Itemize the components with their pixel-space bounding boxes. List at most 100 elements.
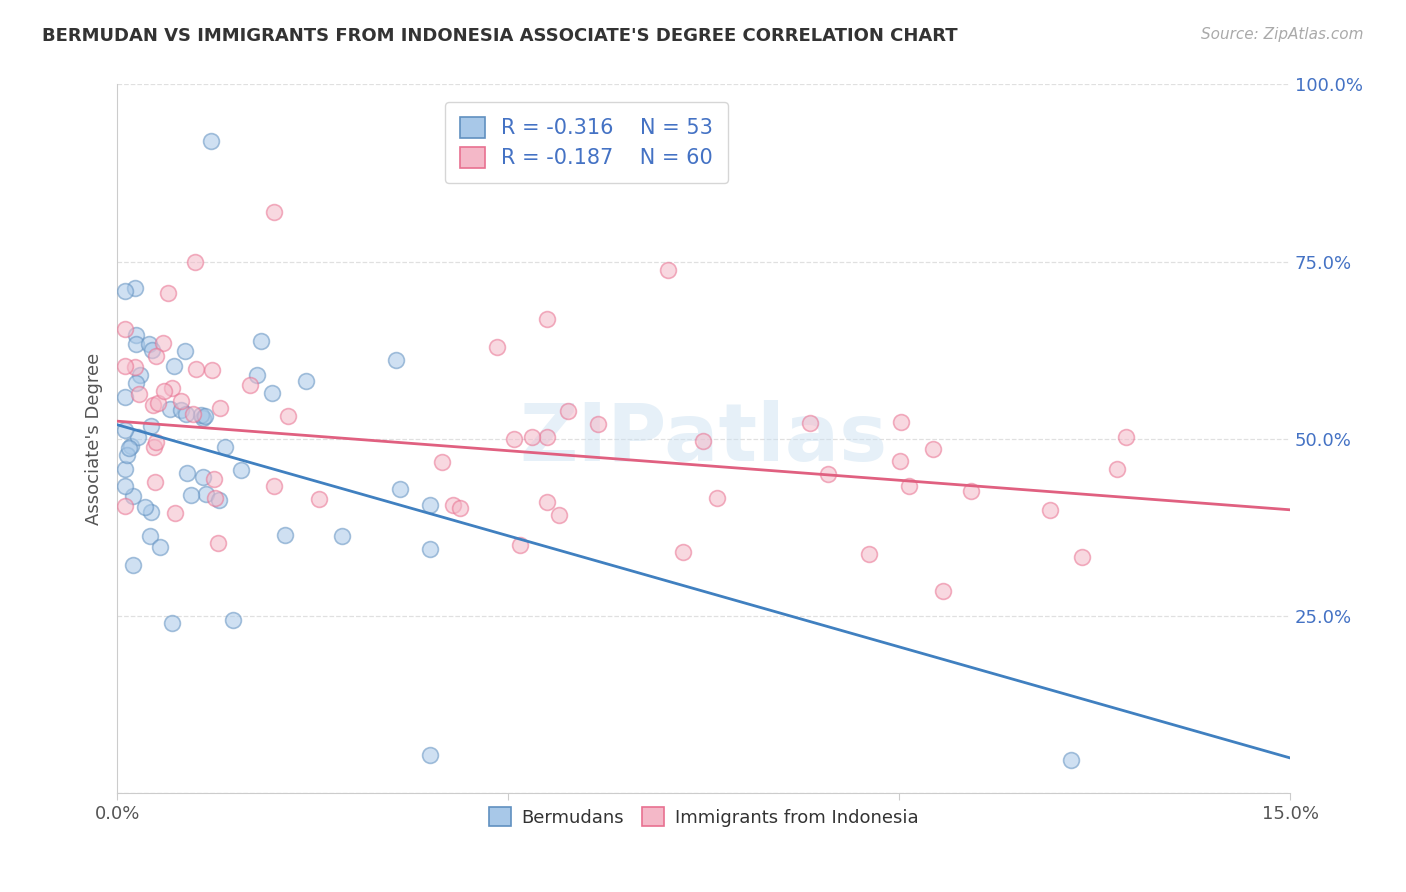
Point xyxy=(128,368,150,382)
Point xyxy=(238,377,260,392)
Point xyxy=(557,404,579,418)
Point xyxy=(138,337,160,351)
Point xyxy=(209,401,232,415)
Point xyxy=(932,584,955,599)
Point xyxy=(124,281,146,295)
Point xyxy=(141,419,163,434)
Point xyxy=(1060,753,1083,767)
Point xyxy=(125,328,148,343)
Point xyxy=(141,343,163,358)
Point xyxy=(485,340,508,354)
Point xyxy=(548,508,571,522)
Point xyxy=(180,488,202,502)
Point xyxy=(960,484,983,499)
Point xyxy=(520,430,543,444)
Point xyxy=(193,410,215,425)
Point xyxy=(536,430,558,444)
Point xyxy=(922,442,945,456)
Point xyxy=(170,394,193,409)
Text: ZIPatlas: ZIPatlas xyxy=(519,400,887,478)
Point xyxy=(419,498,441,512)
Point xyxy=(122,558,145,573)
Point xyxy=(134,500,156,515)
Point xyxy=(262,386,284,401)
Point xyxy=(263,205,285,219)
Point xyxy=(204,491,226,505)
Text: Source: ZipAtlas.com: Source: ZipAtlas.com xyxy=(1201,27,1364,42)
Point xyxy=(127,430,149,444)
Point xyxy=(889,415,911,429)
Point xyxy=(277,409,299,424)
Point xyxy=(145,434,167,449)
Point xyxy=(706,491,728,505)
Point xyxy=(202,472,225,486)
Point xyxy=(263,479,285,493)
Point xyxy=(858,547,880,561)
Text: BERMUDAN VS IMMIGRANTS FROM INDONESIA ASSOCIATE'S DEGREE CORRELATION CHART: BERMUDAN VS IMMIGRANTS FROM INDONESIA AS… xyxy=(42,27,957,45)
Point xyxy=(200,134,222,148)
Point xyxy=(503,432,526,446)
Point xyxy=(250,334,273,348)
Point xyxy=(174,407,197,421)
Point xyxy=(153,384,176,399)
Point xyxy=(142,440,165,454)
Point xyxy=(122,489,145,503)
Point xyxy=(114,359,136,373)
Point xyxy=(191,470,214,484)
Point xyxy=(536,495,558,509)
Point xyxy=(246,368,269,383)
Point xyxy=(274,527,297,541)
Point xyxy=(114,390,136,404)
Point xyxy=(145,349,167,363)
Point xyxy=(184,254,207,268)
Point xyxy=(160,381,183,395)
Point xyxy=(160,616,183,631)
Point xyxy=(308,492,330,507)
Point xyxy=(195,487,218,501)
Point xyxy=(441,498,464,512)
Point xyxy=(194,409,217,424)
Point xyxy=(124,360,146,375)
Point xyxy=(432,454,454,468)
Point xyxy=(114,500,136,514)
Point xyxy=(165,506,187,520)
Point xyxy=(138,529,160,543)
Point xyxy=(176,466,198,480)
Point xyxy=(174,344,197,359)
Point xyxy=(114,284,136,298)
Point xyxy=(190,409,212,423)
Point xyxy=(114,322,136,336)
Point xyxy=(889,453,911,467)
Point xyxy=(214,440,236,454)
Point xyxy=(509,538,531,552)
Point xyxy=(1115,430,1137,444)
Point xyxy=(141,399,163,413)
Point xyxy=(222,613,245,627)
Point xyxy=(115,448,138,462)
Point xyxy=(419,542,441,557)
Point xyxy=(332,529,354,543)
Point xyxy=(120,439,142,453)
Point xyxy=(114,479,136,493)
Point xyxy=(181,407,204,421)
Point xyxy=(898,479,921,493)
Point xyxy=(1105,462,1128,476)
Point xyxy=(149,540,172,554)
Point xyxy=(388,482,411,496)
Point xyxy=(672,545,695,559)
Point xyxy=(159,402,181,417)
Point xyxy=(125,337,148,351)
Point xyxy=(295,374,318,388)
Point xyxy=(114,423,136,437)
Point xyxy=(118,442,141,456)
Point xyxy=(201,363,224,377)
Point xyxy=(536,312,558,326)
Point xyxy=(141,505,163,519)
Point xyxy=(385,352,408,367)
Point xyxy=(114,462,136,476)
Point xyxy=(145,475,167,489)
Point xyxy=(799,416,821,430)
Point xyxy=(817,467,839,481)
Point xyxy=(128,386,150,401)
Point xyxy=(692,434,714,449)
